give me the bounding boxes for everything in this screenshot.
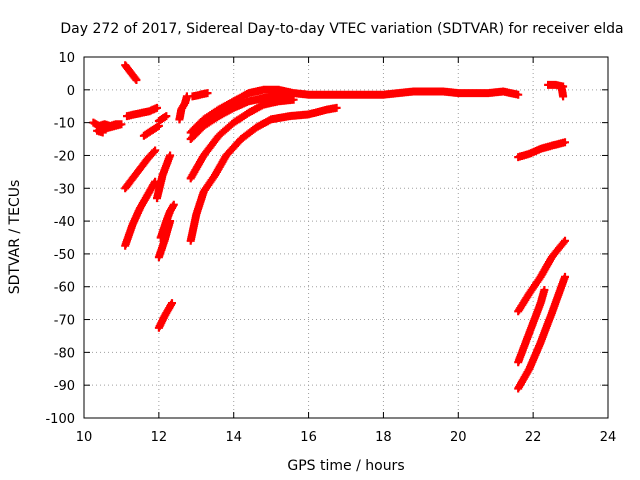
series-arc-9 <box>121 177 160 250</box>
x-tick-label: 16 <box>300 430 317 445</box>
series-markers <box>153 151 175 203</box>
series-markers <box>121 146 160 193</box>
series-markers <box>89 118 126 137</box>
series-markers <box>186 92 294 143</box>
series-markers <box>186 85 523 137</box>
series-arc-16 <box>186 95 298 183</box>
series-markers <box>156 200 178 242</box>
x-tick-label: 24 <box>600 430 617 445</box>
series-markers <box>154 299 176 332</box>
series-markers <box>557 82 568 101</box>
x-axis-label: GPS time / hours <box>287 458 404 474</box>
chart-title: Day 272 of 2017, Sidereal Day-to-day VTE… <box>60 21 623 37</box>
x-tick-label: 18 <box>375 430 392 445</box>
ticks: 10 12 14 16 18 20 22 24 10 0 -10 -20 -30 -40 -50 -60 -70… <box>45 51 616 445</box>
series-markers <box>514 138 569 162</box>
y-tick-label: 0 <box>67 84 75 99</box>
series-arc-3 <box>123 103 161 121</box>
series-markers <box>186 95 298 183</box>
x-tick-label: 12 <box>151 430 168 445</box>
series-arc-4 <box>139 121 163 140</box>
y-tick-label: -20 <box>54 149 75 164</box>
y-tick-label: -80 <box>54 346 75 361</box>
series-arc-5 <box>154 112 171 125</box>
series-arc-6 <box>175 92 191 124</box>
series-arc-8 <box>121 146 160 193</box>
series-arc-2 <box>121 61 141 84</box>
series-arc-1 <box>89 118 126 137</box>
series-arc-17 <box>186 103 341 245</box>
y-tick-label: -90 <box>54 379 75 394</box>
series-arc-18 <box>514 138 569 162</box>
series-arc-11 <box>156 200 178 242</box>
series-arc-22 <box>514 286 549 367</box>
series-markers <box>186 103 341 245</box>
series-arc-15 <box>186 92 294 143</box>
series-markers <box>514 236 569 316</box>
x-tick-label: 14 <box>225 430 242 445</box>
x-tick-label: 22 <box>525 430 542 445</box>
series-markers <box>188 89 212 101</box>
series-arc-21 <box>514 236 569 316</box>
series-arc-14 <box>186 85 523 137</box>
series-arc-20 <box>557 82 568 101</box>
y-tick-label: -50 <box>54 248 75 263</box>
series-arc-13 <box>153 151 175 203</box>
series-markers <box>514 286 549 367</box>
series-markers <box>175 92 191 124</box>
y-axis-label: SDTVAR / TECUs <box>7 180 23 295</box>
y-tick-label: 10 <box>58 51 75 66</box>
y-tick-label: -60 <box>54 281 75 296</box>
x-tick-label: 20 <box>450 430 467 445</box>
y-tick-label: -40 <box>54 215 75 230</box>
series-markers <box>139 121 163 140</box>
series-arc-7 <box>188 89 212 101</box>
series-markers <box>514 272 569 393</box>
series-markers <box>123 103 161 121</box>
plot-frame <box>83 56 609 419</box>
series-markers <box>121 177 160 250</box>
y-tick-label: -30 <box>54 182 75 197</box>
series-markers <box>154 112 171 125</box>
y-tick-label: -10 <box>54 117 75 132</box>
y-tick-label: -100 <box>45 412 75 427</box>
y-tick-label: -70 <box>54 314 75 329</box>
series-arc-12 <box>154 299 176 332</box>
data-layer <box>89 61 569 393</box>
x-tick-label: 10 <box>76 430 93 445</box>
series-arc-23 <box>514 272 569 393</box>
series-markers <box>121 61 141 84</box>
